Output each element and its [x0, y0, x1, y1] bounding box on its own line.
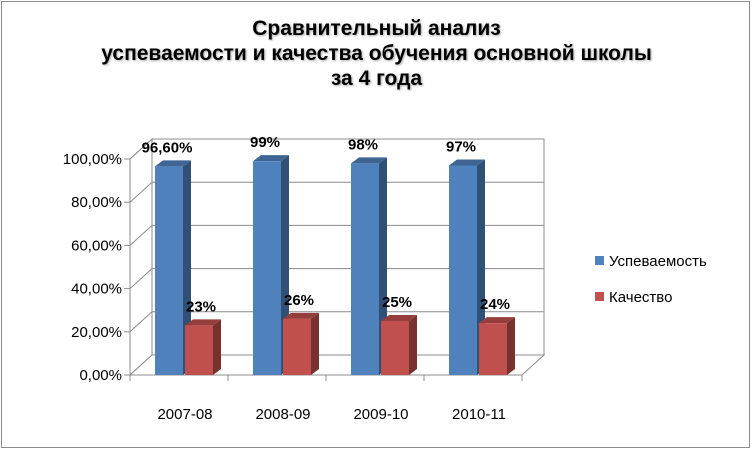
chart-title: Сравнительный анализ успеваемости и каче…: [0, 16, 753, 91]
chart-title-line-2: успеваемости и качества обучения основно…: [101, 42, 652, 65]
data-label: 97%: [446, 138, 476, 155]
y-tick-label: 80,00%: [71, 194, 122, 211]
y-tick-label: 40,00%: [71, 281, 122, 298]
bar-top: [253, 155, 289, 162]
bar-side: [311, 312, 319, 375]
side-wall: [129, 137, 153, 377]
bar-top: [155, 160, 191, 167]
bar-top: [185, 319, 221, 326]
gridline: [129, 138, 544, 160]
gridline: [129, 268, 544, 289]
bar: [449, 165, 477, 375]
bar: [155, 166, 183, 375]
data-label: 23%: [186, 298, 216, 315]
bar: [381, 321, 409, 375]
data-label: 96,60%: [142, 139, 193, 156]
bar: [351, 163, 379, 375]
bar: [283, 318, 311, 375]
x-tick-label: 2008-09: [255, 406, 310, 423]
x-tick-label: 2010-11: [452, 406, 506, 423]
y-tick-label: 0,00%: [79, 367, 122, 384]
y-tick-label: 100,00%: [63, 151, 122, 168]
bar: [185, 325, 213, 375]
bar-side: [213, 319, 221, 375]
x-tick-label: 2007-08: [157, 406, 212, 423]
data-label: 25%: [382, 294, 412, 311]
bar-top: [351, 157, 387, 164]
gridline: [129, 224, 544, 246]
bar-top: [449, 159, 485, 166]
bar: [253, 161, 281, 375]
bar-top: [479, 317, 515, 324]
y-tick-label: 20,00%: [71, 324, 122, 341]
bar-side: [507, 317, 515, 375]
legend-label: Качество: [609, 289, 672, 306]
bar: [479, 323, 507, 375]
data-label: 26%: [284, 292, 314, 309]
gridline: [129, 181, 544, 203]
y-tick-label: 60,00%: [71, 237, 122, 254]
data-label: 24%: [480, 296, 510, 313]
chart-title-line-3: за 4 года: [330, 67, 423, 90]
bar-side: [183, 160, 191, 375]
gridline: [129, 311, 544, 333]
chart-title-line-1: Сравнительный анализ: [252, 17, 501, 40]
x-tick-label: 2009-10: [353, 406, 408, 423]
bar-side: [409, 315, 417, 375]
data-label: 99%: [250, 134, 280, 151]
bar-top: [283, 312, 319, 319]
bar-top: [381, 315, 417, 321]
legend-swatch: [595, 292, 604, 301]
legend-label: Успеваемость: [609, 253, 707, 270]
legend-swatch: [595, 256, 604, 265]
data-label: 98%: [348, 136, 378, 153]
